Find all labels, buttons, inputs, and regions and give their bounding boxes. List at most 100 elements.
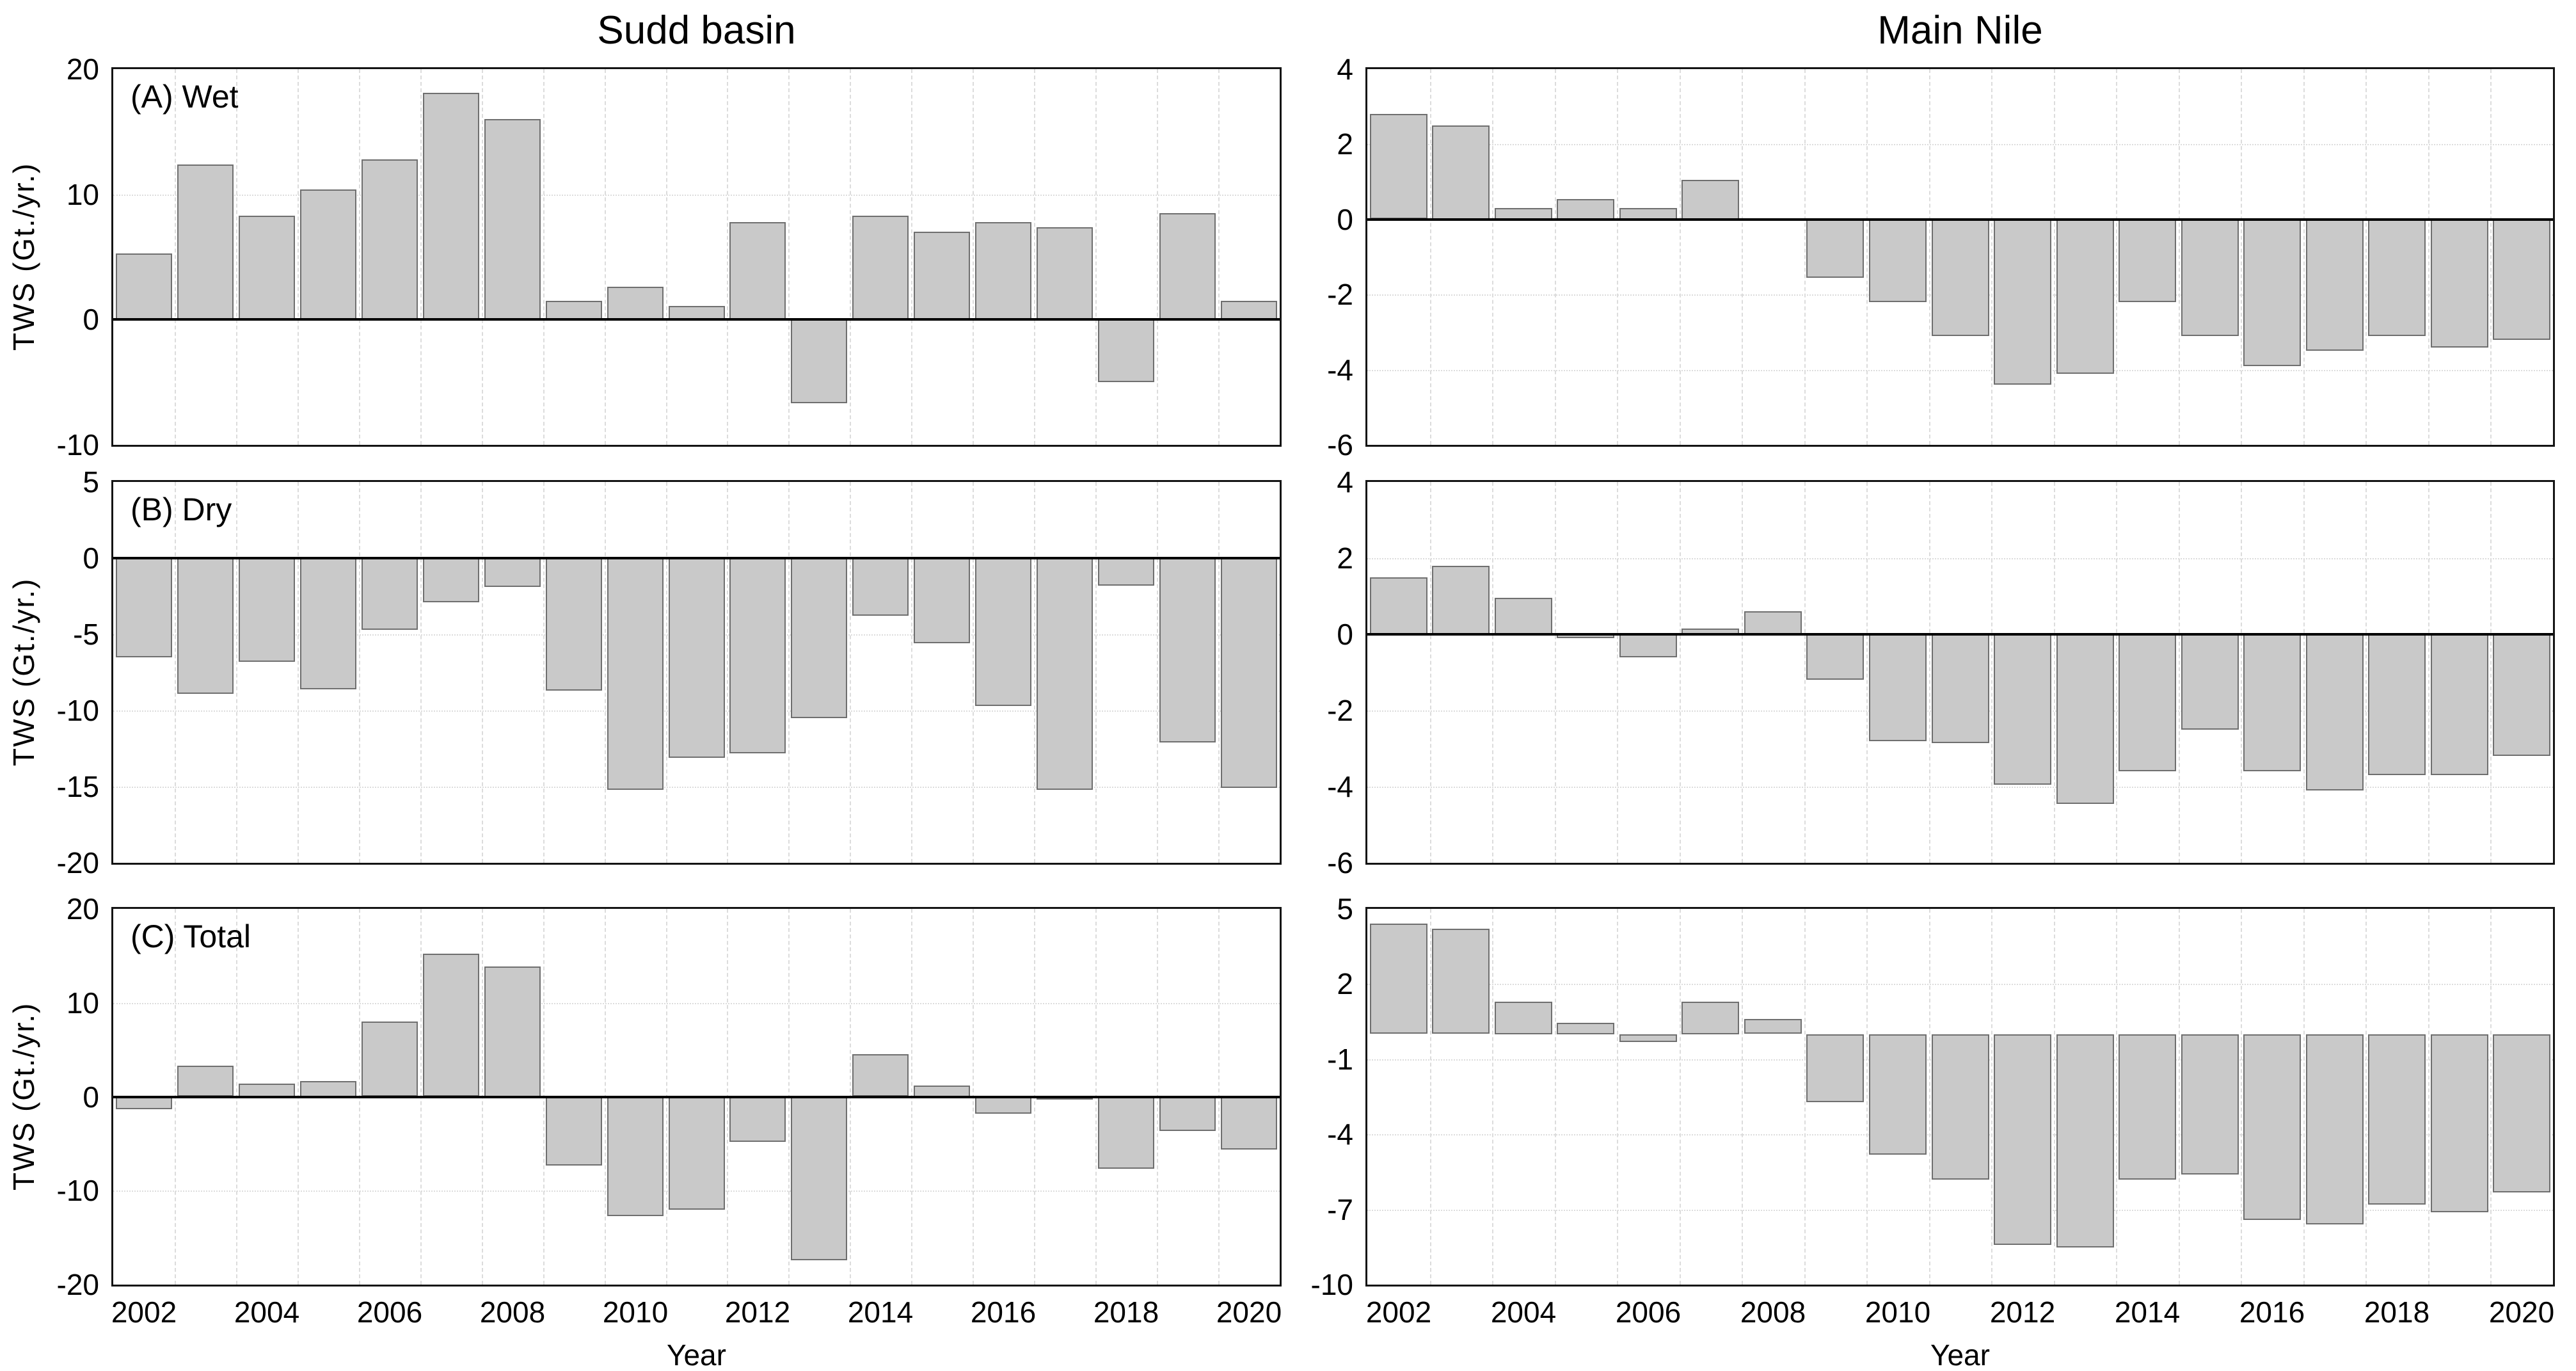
bar-2019 [2431, 634, 2488, 775]
horizontal-gridline [1367, 1210, 2553, 1211]
y-tick-label: -2 [1327, 278, 1353, 311]
vertical-gridline [1680, 69, 1681, 445]
bar-2005 [1557, 1023, 1614, 1034]
bar-2015 [2181, 634, 2239, 730]
vertical-gridline [1929, 909, 1930, 1285]
bar-2006 [362, 1022, 418, 1096]
x-tick-label: 2018 [1093, 1295, 1159, 1329]
vertical-gridline [1742, 482, 1743, 863]
y-tick-label: 0 [83, 303, 99, 336]
bar-2006 [1619, 634, 1677, 657]
bar-2011 [669, 558, 725, 758]
vertical-gridline [1157, 69, 1158, 445]
horizontal-gridline [1367, 370, 2553, 371]
vertical-gridline [2241, 909, 2242, 1285]
vertical-gridline [1492, 482, 1493, 863]
vertical-gridline [359, 482, 360, 863]
bar-2005 [1557, 199, 1614, 220]
vertical-gridline [788, 482, 790, 863]
vertical-gridline [788, 69, 790, 445]
bar-2010 [607, 287, 664, 319]
vertical-gridline [666, 69, 667, 445]
bar-2013 [791, 1097, 847, 1260]
bar-2014 [2119, 220, 2176, 302]
bar-2007 [423, 558, 479, 602]
vertical-gridline [1218, 69, 1220, 445]
bar-2003 [1432, 929, 1490, 1034]
y-tick-label: -4 [1327, 770, 1353, 803]
vertical-gridline [175, 69, 176, 445]
y-tick-label: -20 [56, 1268, 99, 1301]
vertical-gridline [1866, 909, 1868, 1285]
vertical-gridline [1991, 69, 1992, 445]
vertical-gridline [1034, 482, 1035, 863]
bar-2012 [729, 222, 786, 320]
vertical-gridline [727, 69, 728, 445]
column-title-sudd-basin: Sudd basin [597, 8, 796, 52]
y-axis-label-wet: TWS (Gt./yr.) [7, 162, 40, 351]
bar-2016 [2243, 1034, 2301, 1220]
vertical-gridline [1218, 482, 1220, 863]
bar-2014 [2119, 634, 2176, 771]
bar-2002 [116, 558, 172, 657]
x-tick-label: 2008 [1740, 1295, 1806, 1329]
bar-2003 [177, 558, 234, 694]
x-tick-label: 2010 [602, 1295, 669, 1329]
panel-main-nile-row2 [1365, 907, 2555, 1287]
x-tick-label: 2006 [1615, 1295, 1682, 1329]
vertical-gridline [666, 482, 667, 863]
vertical-gridline [298, 69, 299, 445]
bar-2009 [1806, 634, 1864, 680]
bar-2012 [1994, 1034, 2051, 1245]
vertical-gridline [2490, 482, 2492, 863]
panel-sudd-basin-b-dry [111, 480, 1282, 865]
vertical-gridline [2179, 482, 2180, 863]
vertical-gridline [2303, 482, 2305, 863]
bar-2005 [300, 1081, 356, 1097]
vertical-gridline [420, 69, 422, 445]
y-tick-label: 5 [1337, 892, 1353, 926]
vertical-gridline [2054, 69, 2055, 445]
vertical-gridline [2428, 909, 2429, 1285]
vertical-gridline [1157, 482, 1158, 863]
vertical-gridline [1866, 482, 1868, 863]
bar-2007 [423, 954, 479, 1096]
vertical-gridline [1991, 909, 1992, 1285]
vertical-gridline [482, 482, 483, 863]
y-tick-label: 0 [1337, 203, 1353, 236]
bar-2013 [2056, 1034, 2114, 1247]
vertical-gridline [1617, 482, 1618, 863]
vertical-gridline [2179, 909, 2180, 1285]
vertical-gridline [2303, 69, 2305, 445]
x-tick-label: 2016 [2239, 1295, 2305, 1329]
vertical-gridline [2116, 482, 2117, 863]
bar-2014 [852, 216, 909, 319]
bar-2009 [546, 1097, 602, 1166]
bar-2006 [362, 159, 418, 319]
y-tick-label: 2 [1337, 967, 1353, 1000]
horizontal-gridline [1367, 558, 2553, 559]
y-tick-label: 10 [66, 178, 99, 211]
bar-2020 [1221, 301, 1277, 319]
bar-2008 [484, 558, 541, 587]
vertical-gridline [1680, 482, 1681, 863]
bar-2014 [2119, 1034, 2176, 1180]
bar-2006 [362, 558, 418, 630]
panel-label-total: (C) Total [131, 918, 251, 954]
bar-2017 [2306, 220, 2364, 351]
y-tick-label: 2 [1337, 127, 1353, 161]
vertical-gridline [543, 69, 545, 445]
y-tick-label: 0 [83, 1080, 99, 1114]
vertical-gridline [482, 69, 483, 445]
vertical-gridline [605, 482, 606, 863]
vertical-gridline [850, 69, 851, 445]
vertical-gridline [2303, 909, 2305, 1285]
horizontal-gridline [113, 1003, 1280, 1004]
bar-2015 [2181, 1034, 2239, 1175]
bar-2015 [914, 558, 970, 643]
vertical-gridline [2365, 69, 2367, 445]
vertical-gridline [420, 482, 422, 863]
bar-2018 [1098, 558, 1154, 586]
x-tick-label: 2004 [1490, 1295, 1557, 1329]
bar-2019 [1159, 1097, 1216, 1131]
